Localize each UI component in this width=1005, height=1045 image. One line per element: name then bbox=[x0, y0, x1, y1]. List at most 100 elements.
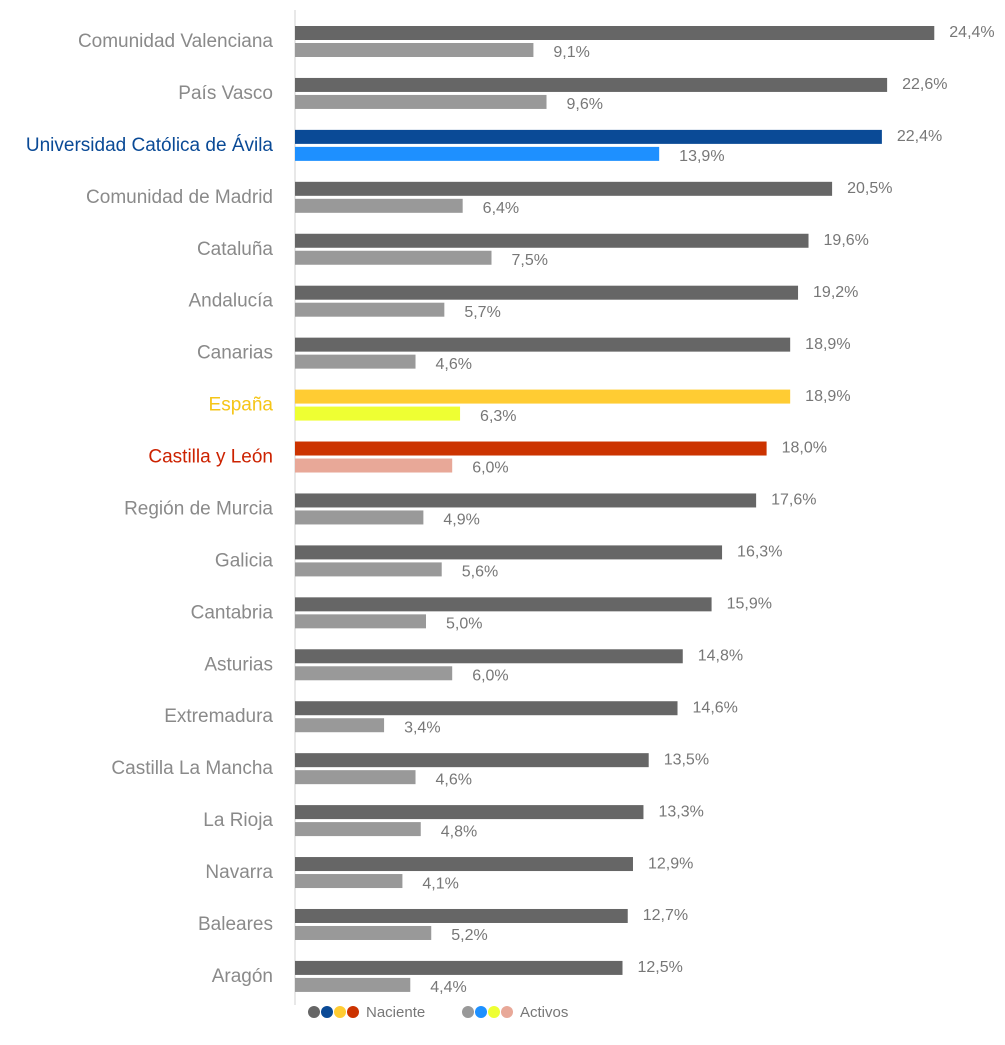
value-label: 24,4% bbox=[949, 24, 994, 41]
value-label: 17,6% bbox=[771, 492, 816, 509]
value-label: 14,6% bbox=[693, 699, 738, 716]
category-label: España bbox=[209, 395, 274, 416]
value-label: 22,4% bbox=[897, 128, 942, 145]
value-label: 12,5% bbox=[638, 959, 683, 976]
bar bbox=[295, 614, 426, 629]
value-label: 9,6% bbox=[567, 96, 603, 113]
value-label: 7,5% bbox=[512, 252, 548, 269]
bar bbox=[295, 857, 633, 872]
bar bbox=[295, 977, 411, 992]
value-label: 18,9% bbox=[805, 388, 850, 405]
bar bbox=[295, 302, 445, 317]
bar bbox=[295, 129, 882, 144]
value-label: 4,6% bbox=[436, 771, 472, 788]
value-label: 14,8% bbox=[698, 647, 743, 664]
value-label: 9,1% bbox=[553, 44, 589, 61]
legend-swatch bbox=[501, 1006, 513, 1018]
value-label: 5,0% bbox=[446, 616, 482, 633]
bar bbox=[295, 285, 799, 300]
bar bbox=[295, 666, 453, 681]
bar bbox=[295, 510, 424, 525]
bar bbox=[295, 753, 649, 768]
legend-swatch bbox=[347, 1006, 359, 1018]
value-label: 15,9% bbox=[727, 596, 772, 613]
category-label: Comunidad Valenciana bbox=[78, 31, 273, 52]
bar bbox=[295, 406, 461, 421]
bar bbox=[295, 805, 644, 820]
bar bbox=[295, 181, 833, 196]
legend-swatch bbox=[308, 1006, 320, 1018]
bar bbox=[295, 925, 432, 940]
value-label: 18,9% bbox=[805, 336, 850, 353]
bar bbox=[295, 146, 660, 161]
value-label: 20,5% bbox=[847, 180, 892, 197]
bar bbox=[295, 597, 712, 612]
legend-swatch bbox=[321, 1006, 333, 1018]
bar bbox=[295, 874, 403, 889]
bar bbox=[295, 822, 421, 837]
category-label: Castilla La Mancha bbox=[111, 758, 273, 779]
bar bbox=[295, 545, 723, 560]
value-label: 5,2% bbox=[451, 927, 487, 944]
category-label: Comunidad de Madrid bbox=[86, 187, 273, 208]
category-label: Asturias bbox=[204, 654, 273, 675]
bar bbox=[295, 77, 888, 92]
value-label: 18,0% bbox=[782, 440, 827, 457]
value-label: 6,3% bbox=[480, 408, 516, 425]
value-label: 16,3% bbox=[737, 544, 782, 561]
category-label: Cataluña bbox=[197, 239, 273, 260]
category-label: Aragón bbox=[212, 966, 273, 987]
bar bbox=[295, 94, 547, 109]
value-label: 6,4% bbox=[483, 200, 519, 217]
legend-swatch bbox=[462, 1006, 474, 1018]
value-label: 6,0% bbox=[472, 667, 508, 684]
bar bbox=[295, 701, 678, 716]
category-label: Canarias bbox=[197, 343, 273, 364]
legend-swatch bbox=[475, 1006, 487, 1018]
category-label: Castilla y León bbox=[148, 447, 273, 468]
value-label: 6,0% bbox=[472, 460, 508, 477]
category-label: Navarra bbox=[205, 862, 273, 883]
value-label: 4,8% bbox=[441, 823, 477, 840]
bar bbox=[295, 908, 628, 923]
value-label: 4,1% bbox=[422, 875, 458, 892]
bar bbox=[295, 354, 416, 369]
bar bbox=[295, 389, 791, 404]
bar bbox=[295, 233, 809, 248]
category-label: Extremadura bbox=[164, 706, 273, 727]
category-label: Cantabria bbox=[191, 602, 274, 623]
legend-swatch bbox=[334, 1006, 346, 1018]
legend-label: Activos bbox=[520, 1004, 568, 1021]
bar bbox=[295, 718, 385, 733]
legend-label: Naciente bbox=[366, 1004, 425, 1021]
bar bbox=[295, 250, 492, 265]
bar bbox=[295, 458, 453, 473]
value-label: 4,9% bbox=[443, 512, 479, 529]
category-label: Región de Murcia bbox=[124, 498, 273, 519]
value-label: 4,4% bbox=[430, 979, 466, 996]
value-label: 13,5% bbox=[664, 751, 709, 768]
bar bbox=[295, 198, 463, 213]
value-label: 4,6% bbox=[436, 356, 472, 373]
value-label: 19,2% bbox=[813, 284, 858, 301]
value-label: 3,4% bbox=[404, 719, 440, 736]
value-label: 5,6% bbox=[462, 564, 498, 581]
category-label: Andalucía bbox=[188, 291, 273, 312]
bar bbox=[295, 649, 683, 664]
value-label: 5,7% bbox=[464, 304, 500, 321]
value-label: 22,6% bbox=[902, 76, 947, 93]
bar bbox=[295, 43, 534, 57]
legend-swatch bbox=[488, 1006, 500, 1018]
category-label: Baleares bbox=[198, 914, 273, 935]
category-label: Universidad Católica de Ávila bbox=[26, 135, 274, 156]
value-label: 12,7% bbox=[643, 907, 688, 924]
bar bbox=[295, 770, 416, 785]
value-label: 13,3% bbox=[658, 803, 703, 820]
value-label: 12,9% bbox=[648, 855, 693, 872]
bar bbox=[295, 337, 791, 352]
value-label: 19,6% bbox=[824, 232, 869, 249]
bar bbox=[295, 26, 935, 40]
bar bbox=[295, 441, 767, 456]
value-label: 13,9% bbox=[679, 148, 724, 165]
